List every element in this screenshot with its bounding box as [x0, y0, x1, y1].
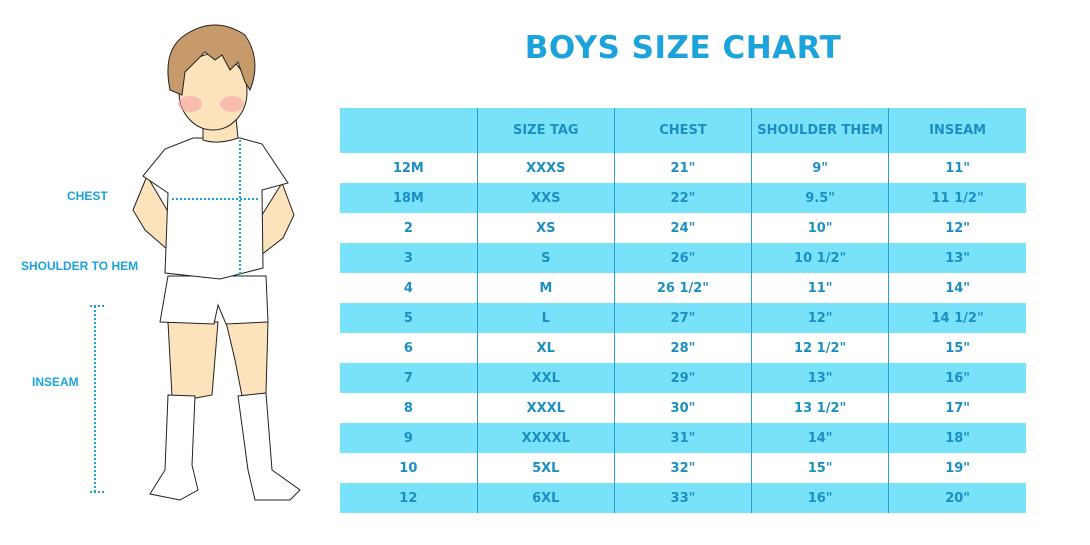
- table-cell: 19": [888, 453, 1026, 483]
- table-cell: 27": [613, 303, 752, 333]
- table-cell: XXXS: [476, 153, 615, 183]
- table-row: 10 5XL 32" 15" 19": [340, 453, 1026, 483]
- table-cell: S: [476, 243, 615, 273]
- size-table: SIZE TAG CHEST SHOULDER THEM INSEAM 12M XXXS…: [340, 108, 1026, 513]
- table-cell: 9: [340, 423, 478, 453]
- table-cell: 14": [751, 423, 889, 453]
- table-cell: 9.5": [751, 183, 889, 213]
- table-cell: 33": [613, 483, 752, 513]
- table-cell: 6XL: [476, 483, 615, 513]
- chest-label: CHEST: [67, 189, 108, 203]
- table-row: 12M XXXS 21" 9" 11": [340, 153, 1026, 183]
- table-row: 6 XL 28" 12 1/2" 15": [340, 333, 1026, 363]
- boy-illustration: [90, 24, 301, 501]
- table-cell: 2: [403, 220, 413, 236]
- table-cell: 14 1/2": [888, 303, 1026, 333]
- table-row: 3 S 26" 10 1/2" 13": [340, 243, 1026, 273]
- table-cell: 10 1/2": [751, 243, 889, 273]
- table-cell: 12M: [392, 160, 424, 176]
- table-cell: 5XL: [476, 453, 615, 483]
- table-row: 4 M 26 1/2" 11" 14": [340, 273, 1026, 303]
- table-cell: 31": [613, 423, 752, 453]
- table-cell: 20": [888, 483, 1026, 513]
- table-row: 7 XXL 29" 13" 16": [340, 363, 1026, 393]
- table-cell: 24": [613, 213, 752, 243]
- table-row: 5 L 27" 12" 14 1/2": [340, 303, 1026, 333]
- table-cell: 21": [613, 153, 752, 183]
- table-row: 12 6XL 33" 16" 20": [340, 483, 1026, 513]
- column-header: SHOULDER THEM: [751, 108, 889, 153]
- table-cell: 12": [751, 303, 889, 333]
- table-cell: 18M: [340, 183, 478, 213]
- page-title: BOYS SIZE CHART: [524, 30, 842, 66]
- table-cell: 6: [403, 340, 413, 356]
- table-cell: XXXXL: [476, 423, 615, 453]
- table-cell: 22": [613, 183, 752, 213]
- table-cell: 13 1/2": [751, 393, 889, 423]
- table-cell: 29": [613, 363, 752, 393]
- table-cell: 12": [888, 213, 1026, 243]
- table-row: 9 XXXXL 31" 14" 18": [340, 423, 1026, 453]
- table-cell: 11": [751, 273, 889, 303]
- table-cell: 16": [751, 483, 889, 513]
- table-row: 8 XXXL 30" 13 1/2" 17": [340, 393, 1026, 423]
- table-cell: 13": [888, 243, 1026, 273]
- table-cell: XXL: [476, 363, 615, 393]
- table-row: 2 XS 24" 10" 12": [340, 213, 1026, 243]
- table-cell: 4: [403, 280, 413, 296]
- table-cell: 18": [888, 423, 1026, 453]
- table-cell: 28": [613, 333, 752, 363]
- column-header: SIZE TAG: [476, 108, 615, 153]
- column-header: CHEST: [613, 108, 752, 153]
- table-cell: 5: [340, 303, 478, 333]
- table-cell: 30": [613, 393, 752, 423]
- table-cell: L: [476, 303, 615, 333]
- table-cell: 3: [340, 243, 478, 273]
- table-cell: 9": [751, 153, 889, 183]
- table-cell: XXXL: [476, 393, 615, 423]
- table-cell: 26": [613, 243, 752, 273]
- table-body: 12M XXXS 21" 9" 11" 18M XXS 22" 9.5" 11 1/2" 2 XS 24…: [340, 153, 1026, 513]
- table-row: 18M XXS 22" 9.5" 11 1/2": [340, 183, 1026, 213]
- table-cell: 15": [888, 333, 1026, 363]
- table-cell: 11": [888, 153, 1026, 183]
- table-cell: 10: [399, 460, 418, 476]
- table-cell: XS: [476, 213, 615, 243]
- table-cell: M: [476, 273, 615, 303]
- table-cell: 12 1/2": [751, 333, 889, 363]
- shoulder-to-hem-label: SHOULDER TO HEM: [21, 259, 139, 273]
- table-cell: 11 1/2": [888, 183, 1026, 213]
- table-cell: 17": [888, 393, 1026, 423]
- table-cell: 10": [751, 213, 889, 243]
- table-cell: 7: [340, 363, 478, 393]
- table-header-row: SIZE TAG CHEST SHOULDER THEM INSEAM: [340, 108, 1026, 153]
- table-cell: 13": [751, 363, 889, 393]
- inseam-label: INSEAM: [32, 375, 79, 389]
- table-cell: 26 1/2": [613, 273, 752, 303]
- table-cell: XL: [476, 333, 615, 363]
- table-cell: 15": [751, 453, 889, 483]
- table-cell: 16": [888, 363, 1026, 393]
- table-cell: 8: [403, 400, 413, 416]
- table-cell: 12: [340, 483, 478, 513]
- table-cell: 32": [613, 453, 752, 483]
- table-cell: 14": [888, 273, 1026, 303]
- table-cell: XXS: [476, 183, 615, 213]
- column-header: [340, 108, 478, 153]
- column-header: INSEAM: [888, 108, 1026, 153]
